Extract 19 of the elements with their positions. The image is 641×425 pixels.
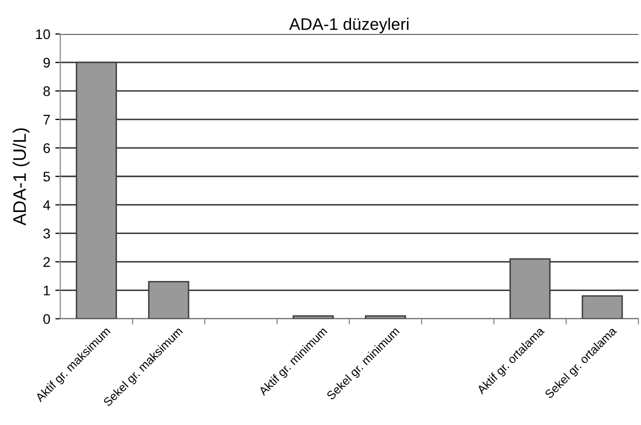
y-tick-label: 0 [43,314,50,324]
y-tick-label: 2 [44,257,50,267]
y-tick-label: 4 [43,200,50,210]
y-tick-label: 6 [44,143,50,154]
bar [582,295,623,319]
bar [148,281,190,319]
bar [509,258,551,319]
bar [292,315,334,319]
bar [364,315,406,319]
y-tick-label: 9 [43,58,50,68]
y-axis-title: ADA-1 (U/L) [12,128,30,226]
y-tick-label: 1 [44,286,50,296]
chart-title: ADA-1 düzeyleri [289,18,408,34]
y-tick-label: 10 [36,29,50,40]
y-tick-label: 8 [43,86,50,96]
bar [76,62,117,319]
y-tick-label: 3 [43,228,50,238]
y-tick-label: 7 [44,114,50,124]
y-tick-label: 5 [43,172,50,182]
